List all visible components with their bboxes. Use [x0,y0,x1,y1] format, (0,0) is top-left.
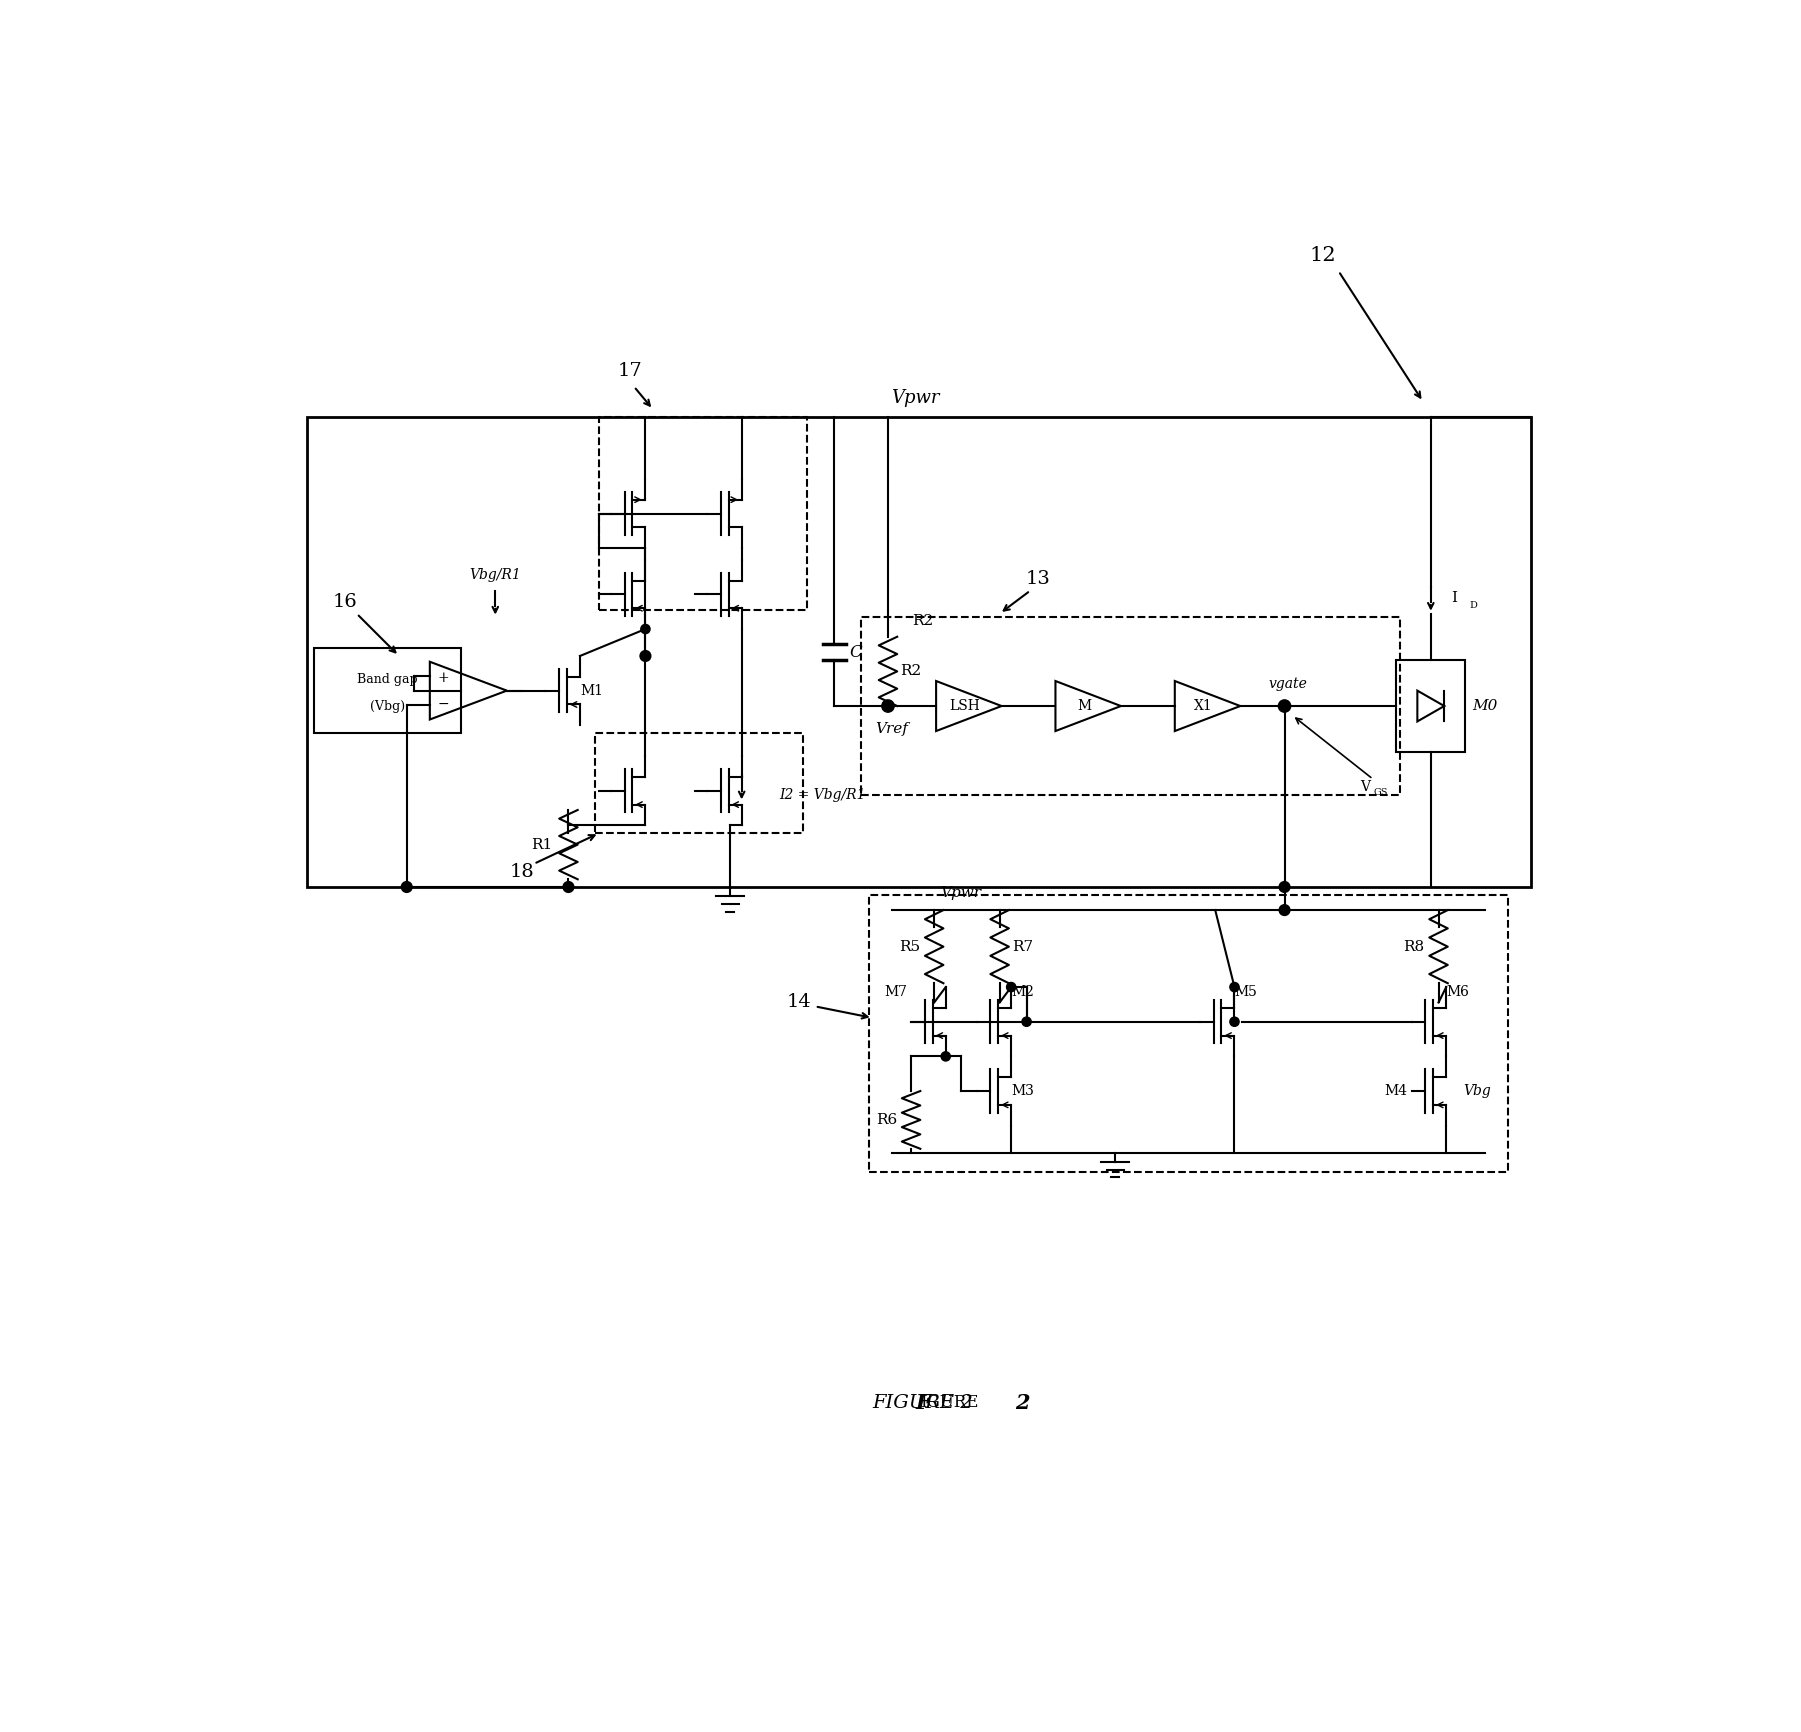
Text: R7: R7 [1012,940,1034,954]
Text: 14: 14 [787,994,812,1011]
Circle shape [639,651,650,662]
Text: M0: M0 [1471,700,1497,714]
Text: 16: 16 [333,592,358,611]
Text: (Vbg): (Vbg) [369,700,405,712]
Bar [306,417,1531,887]
Text: I2 = Vbg/R1: I2 = Vbg/R1 [780,788,866,802]
Text: M4: M4 [1385,1084,1408,1098]
Text: X1: X1 [1194,700,1214,714]
Text: M1: M1 [580,684,603,698]
Bar [315,648,461,733]
Text: M7: M7 [884,986,908,999]
Text: 17: 17 [618,362,643,379]
Text: Vpwr: Vpwr [940,887,982,901]
Text: IGURE: IGURE [920,1394,978,1412]
Bar [600,417,807,610]
Text: 2: 2 [1016,1393,1030,1413]
Text: V: V [1360,779,1371,793]
Text: Vbg: Vbg [1462,1084,1491,1098]
Text: M6: M6 [1446,986,1470,999]
Text: D: D [1470,601,1477,610]
Text: Vpwr: Vpwr [891,390,938,407]
Text: R5: R5 [899,940,920,954]
Text: M2: M2 [1012,986,1034,999]
Text: +: + [438,670,450,684]
Text: Vbg/R1: Vbg/R1 [470,568,520,582]
Circle shape [1230,982,1239,992]
Text: C: C [850,644,863,660]
Text: vgate: vgate [1270,677,1308,691]
Circle shape [1279,882,1290,892]
Text: M: M [1077,700,1091,714]
Circle shape [1007,982,1016,992]
Text: 13: 13 [1027,570,1050,587]
Bar [868,895,1507,1173]
Circle shape [402,882,412,892]
Text: I: I [1452,591,1457,604]
Text: M5: M5 [1235,986,1257,999]
Bar [1396,660,1466,752]
Circle shape [564,882,575,892]
Text: 12: 12 [1309,246,1336,265]
Text: Band gap: Band gap [357,672,418,686]
Circle shape [641,625,650,634]
Circle shape [882,700,893,712]
Text: R1: R1 [531,838,553,852]
Text: −: − [438,696,450,710]
Text: LSH: LSH [949,700,980,714]
Text: R2: R2 [911,615,933,629]
Text: GS: GS [1374,788,1389,797]
Text: R2: R2 [900,665,922,679]
Circle shape [942,1051,951,1062]
Text: M3: M3 [1012,1084,1034,1098]
Bar [861,618,1399,795]
Text: R8: R8 [1403,940,1425,954]
Text: 18: 18 [510,863,535,880]
Circle shape [1021,1017,1032,1027]
Bar [596,733,803,833]
Circle shape [1279,904,1290,916]
Text: R6: R6 [875,1114,897,1128]
Text: F: F [915,1393,929,1413]
Text: FIGURE 2: FIGURE 2 [872,1394,973,1412]
Circle shape [1230,1017,1239,1027]
Circle shape [1279,700,1291,712]
Text: Vref: Vref [875,722,908,736]
